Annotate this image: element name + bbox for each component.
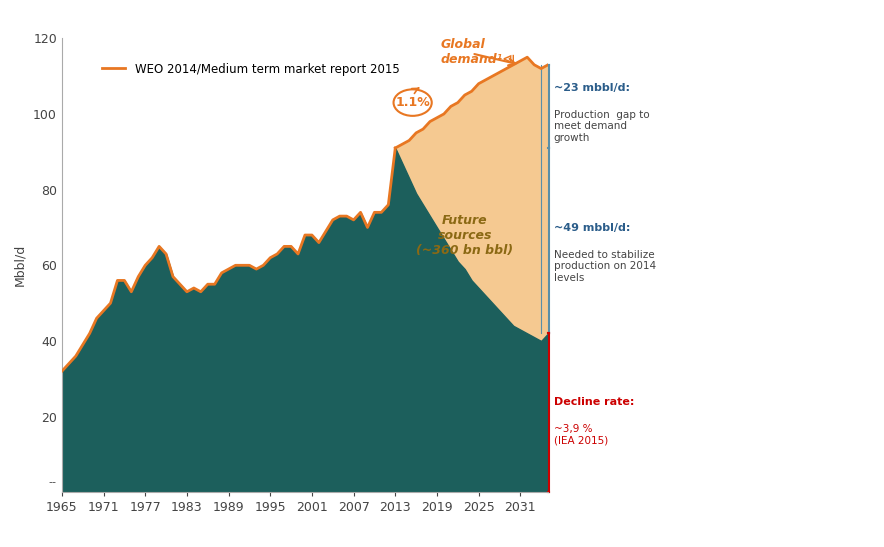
Legend: WEO 2014/Medium term market report 2015: WEO 2014/Medium term market report 2015 xyxy=(97,58,404,80)
Text: ~23 mbbl/d:: ~23 mbbl/d: xyxy=(553,83,629,93)
Text: Needed to stabilize
production on 2014
levels: Needed to stabilize production on 2014 l… xyxy=(553,250,656,283)
Y-axis label: Mbbl/d: Mbbl/d xyxy=(13,244,27,287)
Text: Production  gap to
meet demand
growth: Production gap to meet demand growth xyxy=(553,110,649,143)
Text: ~3,9 %
(IEA 2015): ~3,9 % (IEA 2015) xyxy=(553,424,608,445)
Text: Decline rate:: Decline rate: xyxy=(553,397,634,407)
Text: Future
sources
(~360 bn bbl): Future sources (~360 bn bbl) xyxy=(416,213,514,257)
Text: ~49 mbbl/d:: ~49 mbbl/d: xyxy=(553,223,630,233)
Text: Global
demand¹⧏: Global demand¹⧏ xyxy=(440,38,515,66)
Text: --: -- xyxy=(49,476,57,487)
Text: 1.1%: 1.1% xyxy=(395,96,430,109)
